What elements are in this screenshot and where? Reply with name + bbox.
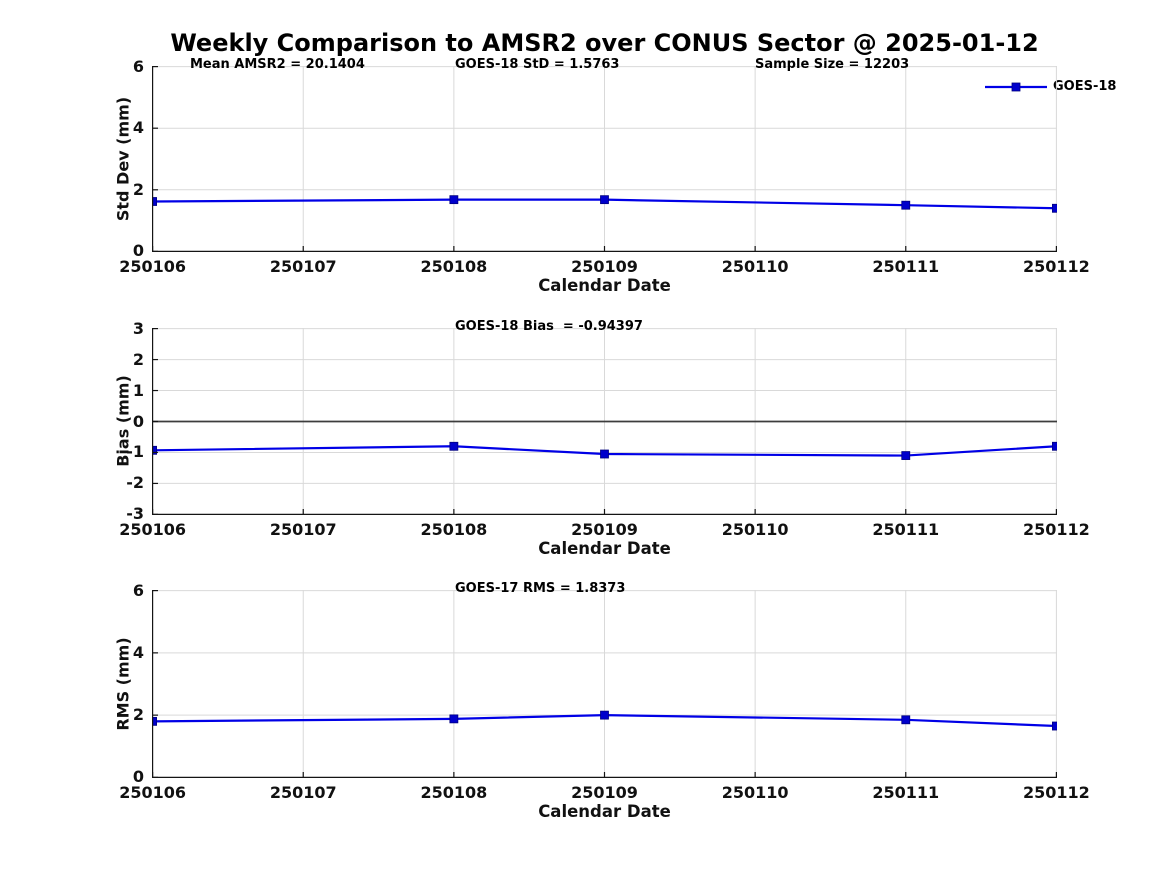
plot-svg-rms (152, 590, 1057, 778)
y-tick-label: -3 (126, 504, 144, 524)
x-tick-label: 250110 (721, 783, 789, 802)
y-tick-label: 3 (132, 318, 144, 338)
x-tick-label: 250112 (1022, 257, 1090, 276)
figure-title: Weekly Comparison to AMSR2 over CONUS Se… (170, 29, 1039, 57)
y-tick-label: 2 (132, 705, 144, 725)
x-tick-label: 250108 (420, 783, 488, 802)
data-point-marker (1052, 721, 1057, 731)
legend-line-sample-icon (985, 82, 1047, 92)
x-axis-label-rms: Calendar Date (538, 802, 671, 821)
data-point-marker (901, 200, 911, 210)
x-tick-label: 250106 (119, 257, 186, 276)
y-tick-label: 0 (132, 767, 144, 787)
data-point-marker (449, 441, 459, 451)
plot-area-std-dev (152, 66, 1057, 252)
annotation-std-dev: GOES-18 StD = 1.5763 (455, 57, 620, 72)
y-tick-label: -1 (126, 442, 144, 462)
data-point-marker (449, 714, 459, 724)
x-tick-label: 250112 (1022, 520, 1090, 539)
y-tick-label: 4 (132, 642, 144, 662)
x-tick-label: 250111 (872, 520, 940, 539)
data-point-marker (1052, 203, 1057, 213)
y-axis-label-std-dev: Std Dev (mm) (113, 96, 133, 222)
y-tick-label: 6 (132, 56, 144, 76)
data-point-marker (600, 449, 609, 459)
x-tick-label: 250109 (571, 257, 638, 276)
y-tick-label: 6 (132, 580, 144, 600)
y-tick-label: -2 (126, 473, 144, 493)
legend: GOES-18 (985, 79, 1116, 95)
x-tick-label: 250107 (269, 783, 337, 802)
x-axis-label-bias: Calendar Date (538, 539, 671, 558)
data-point-marker (449, 195, 459, 205)
x-tick-label: 250111 (872, 783, 940, 802)
x-tick-label: 250109 (571, 783, 638, 802)
y-tick-label: 0 (132, 241, 144, 261)
plot-svg-std-dev (152, 66, 1057, 252)
x-tick-label: 250112 (1022, 783, 1090, 802)
y-tick-label: 0 (132, 411, 144, 431)
x-tick-label: 250108 (420, 257, 488, 276)
data-point-marker (1052, 441, 1057, 451)
x-tick-label: 250111 (872, 257, 940, 276)
x-tick-label: 250108 (420, 520, 488, 539)
x-tick-label: 250109 (571, 520, 638, 539)
data-point-marker (901, 715, 911, 725)
y-tick-label: 1 (132, 380, 144, 400)
x-tick-label: 250107 (269, 520, 337, 539)
y-tick-label: 2 (132, 179, 144, 199)
plot-area-bias (152, 328, 1057, 515)
x-tick-label: 250106 (119, 520, 186, 539)
annotation-std-dev: Mean AMSR2 = 20.1404 (190, 57, 365, 72)
data-point-marker (901, 451, 911, 460)
plot-svg-bias (152, 328, 1057, 515)
y-tick-label: 4 (132, 118, 144, 138)
data-point-marker (600, 195, 609, 205)
legend-label: GOES-18 (1053, 79, 1117, 94)
x-tick-label: 250106 (119, 783, 186, 802)
annotation-bias: GOES-18 Bias = -0.94397 (455, 319, 643, 334)
x-tick-label: 250110 (721, 257, 789, 276)
plot-area-rms (152, 590, 1057, 778)
annotation-std-dev: Sample Size = 12203 (755, 57, 910, 72)
x-axis-label-std-dev: Calendar Date (538, 276, 671, 295)
x-tick-label: 250110 (721, 520, 789, 539)
y-tick-label: 2 (132, 349, 144, 369)
x-tick-label: 250107 (269, 257, 337, 276)
annotation-rms: GOES-17 RMS = 1.8373 (455, 581, 626, 596)
data-point-marker (600, 710, 609, 720)
